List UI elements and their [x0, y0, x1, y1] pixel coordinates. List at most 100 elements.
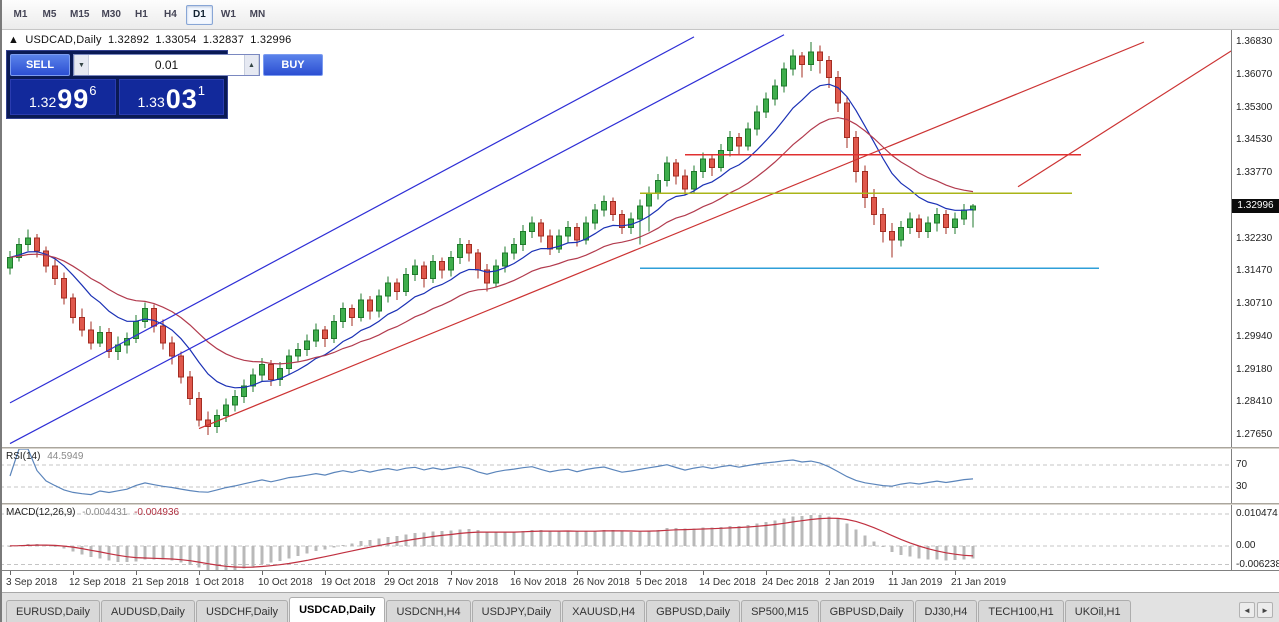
- chart-tab-usdcad-daily[interactable]: USDCAD,Daily: [289, 597, 386, 622]
- timeframe-button-w1[interactable]: W1: [220, 9, 236, 20]
- macd-signal-value: -0.004936: [134, 507, 180, 518]
- chart-ohlc-header: ▲ USDCAD,Daily 1.32892 1.33054 1.32837 1…: [8, 34, 294, 46]
- buy-button[interactable]: BUY: [263, 54, 323, 76]
- price-axis[interactable]: 1.32996 1.36830 1.36070 1.35300 1.34530 1.33…: [1231, 30, 1279, 570]
- tab-scroll-left-icon[interactable]: ◄: [1239, 602, 1255, 618]
- ohlc-close: 1.32996: [250, 34, 292, 46]
- date-tick: [325, 571, 326, 575]
- rsi-value: 44.5949: [47, 451, 84, 462]
- macd-indicator-panel[interactable]: [0, 505, 1231, 570]
- tab-scroll-controls: ◄ ►: [1233, 602, 1275, 622]
- date-axis[interactable]: 3 Sep 2018 12 Sep 2018 21 Sep 2018 1 Oct 20…: [0, 570, 1279, 592]
- price-axis-label: 1.30710: [1236, 298, 1273, 309]
- timeframe-button-m1[interactable]: M1: [13, 9, 28, 20]
- chart-tab-usdchf-daily[interactable]: USDCHF,Daily: [195, 600, 289, 622]
- chart-tab-usdcnh-h4[interactable]: USDCNH,H4: [386, 600, 471, 622]
- price-chart-canvas[interactable]: [0, 30, 1231, 447]
- date-label: 2 Jan 2019: [825, 577, 875, 588]
- macd-axis-label: 0.00: [1236, 539, 1256, 551]
- bid-prefix: 1.32: [28, 94, 57, 110]
- price-axis-label: 1.31470: [1236, 265, 1273, 277]
- chart-tab-tech100-h1[interactable]: TECH100,H1: [978, 600, 1064, 622]
- price-axis-label: 1.27650: [1236, 429, 1273, 440]
- date-label: 12 Sep 2018: [69, 577, 126, 588]
- date-label: 21 Jan 2019: [951, 577, 1007, 588]
- price-axis-label: 1.35300: [1236, 101, 1273, 113]
- date-label: 24 Dec 2018: [762, 577, 819, 588]
- timeframe-button-h1[interactable]: H1: [135, 9, 148, 20]
- date-tick: [640, 571, 641, 575]
- rsi-label: RSI(14) 44.5949: [6, 451, 83, 462]
- chart-tab-sp500-m15[interactable]: SP500,M15: [741, 600, 819, 622]
- sell-button[interactable]: SELL: [10, 54, 70, 76]
- date-tick: [703, 571, 704, 575]
- price-axis-label: 1.29940: [1236, 330, 1273, 342]
- volume-input[interactable]: [89, 55, 244, 75]
- date-label: 5 Dec 2018: [636, 577, 688, 588]
- date-tick: [199, 571, 200, 575]
- chart-tab-dj30-h4[interactable]: DJ30,H4: [914, 600, 978, 622]
- ask-big-digits: 03: [165, 84, 198, 114]
- bid-quote[interactable]: 1.32 99 6: [10, 79, 116, 115]
- chart-tabbar: EURUSD,Daily AUDUSD,Daily USDCHF,Daily USDC…: [0, 592, 1279, 622]
- date-label: 3 Sep 2018: [6, 577, 58, 588]
- date-label: 26 Nov 2018: [573, 577, 630, 588]
- ohlc-low: 1.32837: [202, 34, 245, 46]
- panel-splitter[interactable]: [0, 503, 1279, 505]
- date-label: 16 Nov 2018: [510, 577, 567, 588]
- price-axis-label: 1.29180: [1236, 363, 1273, 375]
- volume-increase-button[interactable]: ▲: [244, 55, 259, 75]
- ask-pip-digit: 1: [197, 83, 206, 98]
- date-tick: [73, 571, 74, 575]
- rsi-canvas[interactable]: [0, 449, 1231, 503]
- price-axis-label: 1.33770: [1236, 167, 1273, 178]
- rsi-name: RSI(14): [6, 451, 41, 462]
- macd-label: MACD(12,26,9) -0.004431 -0.004936: [6, 507, 179, 518]
- timeframe-button-m5[interactable]: M5: [42, 9, 57, 20]
- volume-decrease-button[interactable]: ▼: [74, 55, 89, 75]
- ask-quote[interactable]: 1.33 03 1: [118, 79, 224, 115]
- chart-tab-eurusd-daily[interactable]: EURUSD,Daily: [6, 600, 100, 622]
- one-click-trading-panel: SELL ▼ ▲ BUY 1.32 99 6 1.33 03 1: [6, 50, 323, 119]
- rsi-level-label: 70: [1236, 459, 1248, 471]
- price-axis-label: 1.34530: [1236, 134, 1273, 146]
- timeframe-button-m30[interactable]: M30: [101, 9, 121, 20]
- current-price-tag: 1.32996: [1232, 199, 1279, 214]
- rsi-indicator-panel[interactable]: [0, 449, 1231, 503]
- chart-tab-ukoil-h1[interactable]: UKOil,H1: [1064, 600, 1131, 622]
- price-axis-label: 1.36830: [1236, 36, 1273, 47]
- date-label: 29 Oct 2018: [384, 577, 439, 588]
- date-tick: [955, 571, 956, 575]
- date-tick: [136, 571, 137, 575]
- panel-splitter[interactable]: [0, 447, 1279, 449]
- date-tick: [766, 571, 767, 575]
- date-label: 7 Nov 2018: [447, 577, 499, 588]
- timeframe-button-h4[interactable]: H4: [164, 9, 177, 20]
- chart-tab-xauusd-h4[interactable]: XAUUSD,H4: [562, 600, 646, 622]
- date-label: 10 Oct 2018: [258, 577, 313, 588]
- price-axis-label: 1.32230: [1236, 232, 1273, 244]
- chart-tab-gbpusd-daily[interactable]: GBPUSD,Daily: [646, 600, 741, 622]
- macd-name: MACD(12,26,9): [6, 507, 76, 518]
- timeframe-button-d1[interactable]: D1: [185, 4, 213, 25]
- macd-canvas[interactable]: [0, 505, 1231, 570]
- collapse-panel-icon[interactable]: ▲: [8, 34, 20, 46]
- date-tick: [451, 571, 452, 575]
- bid-big-digits: 99: [57, 84, 90, 114]
- price-axis-label: 1.36070: [1236, 68, 1273, 80]
- chart-tab-usdjpy-daily[interactable]: USDJPY,Daily: [471, 600, 562, 622]
- tab-scroll-right-icon[interactable]: ►: [1257, 602, 1273, 618]
- timeframe-button-mn[interactable]: MN: [249, 9, 266, 20]
- chart-tab-gbpusd-daily[interactable]: GBPUSD,Daily: [819, 600, 914, 622]
- date-tick: [10, 571, 11, 575]
- bid-pip-digit: 6: [89, 83, 97, 98]
- timeframe-button-m15[interactable]: M15: [70, 9, 90, 20]
- chart-tabs: EURUSD,Daily AUDUSD,Daily USDCHF,Daily USDC…: [6, 597, 1233, 622]
- price-chart-panel[interactable]: ▲ USDCAD,Daily 1.32892 1.33054 1.32837 1…: [0, 30, 1231, 447]
- chart-tab-audusd-daily[interactable]: AUDUSD,Daily: [100, 600, 195, 622]
- chart-symbol-label: USDCAD,Daily: [25, 34, 102, 46]
- price-axis-label: 1.28410: [1236, 396, 1273, 408]
- date-tick: [892, 571, 893, 575]
- ask-prefix: 1.33: [137, 94, 165, 110]
